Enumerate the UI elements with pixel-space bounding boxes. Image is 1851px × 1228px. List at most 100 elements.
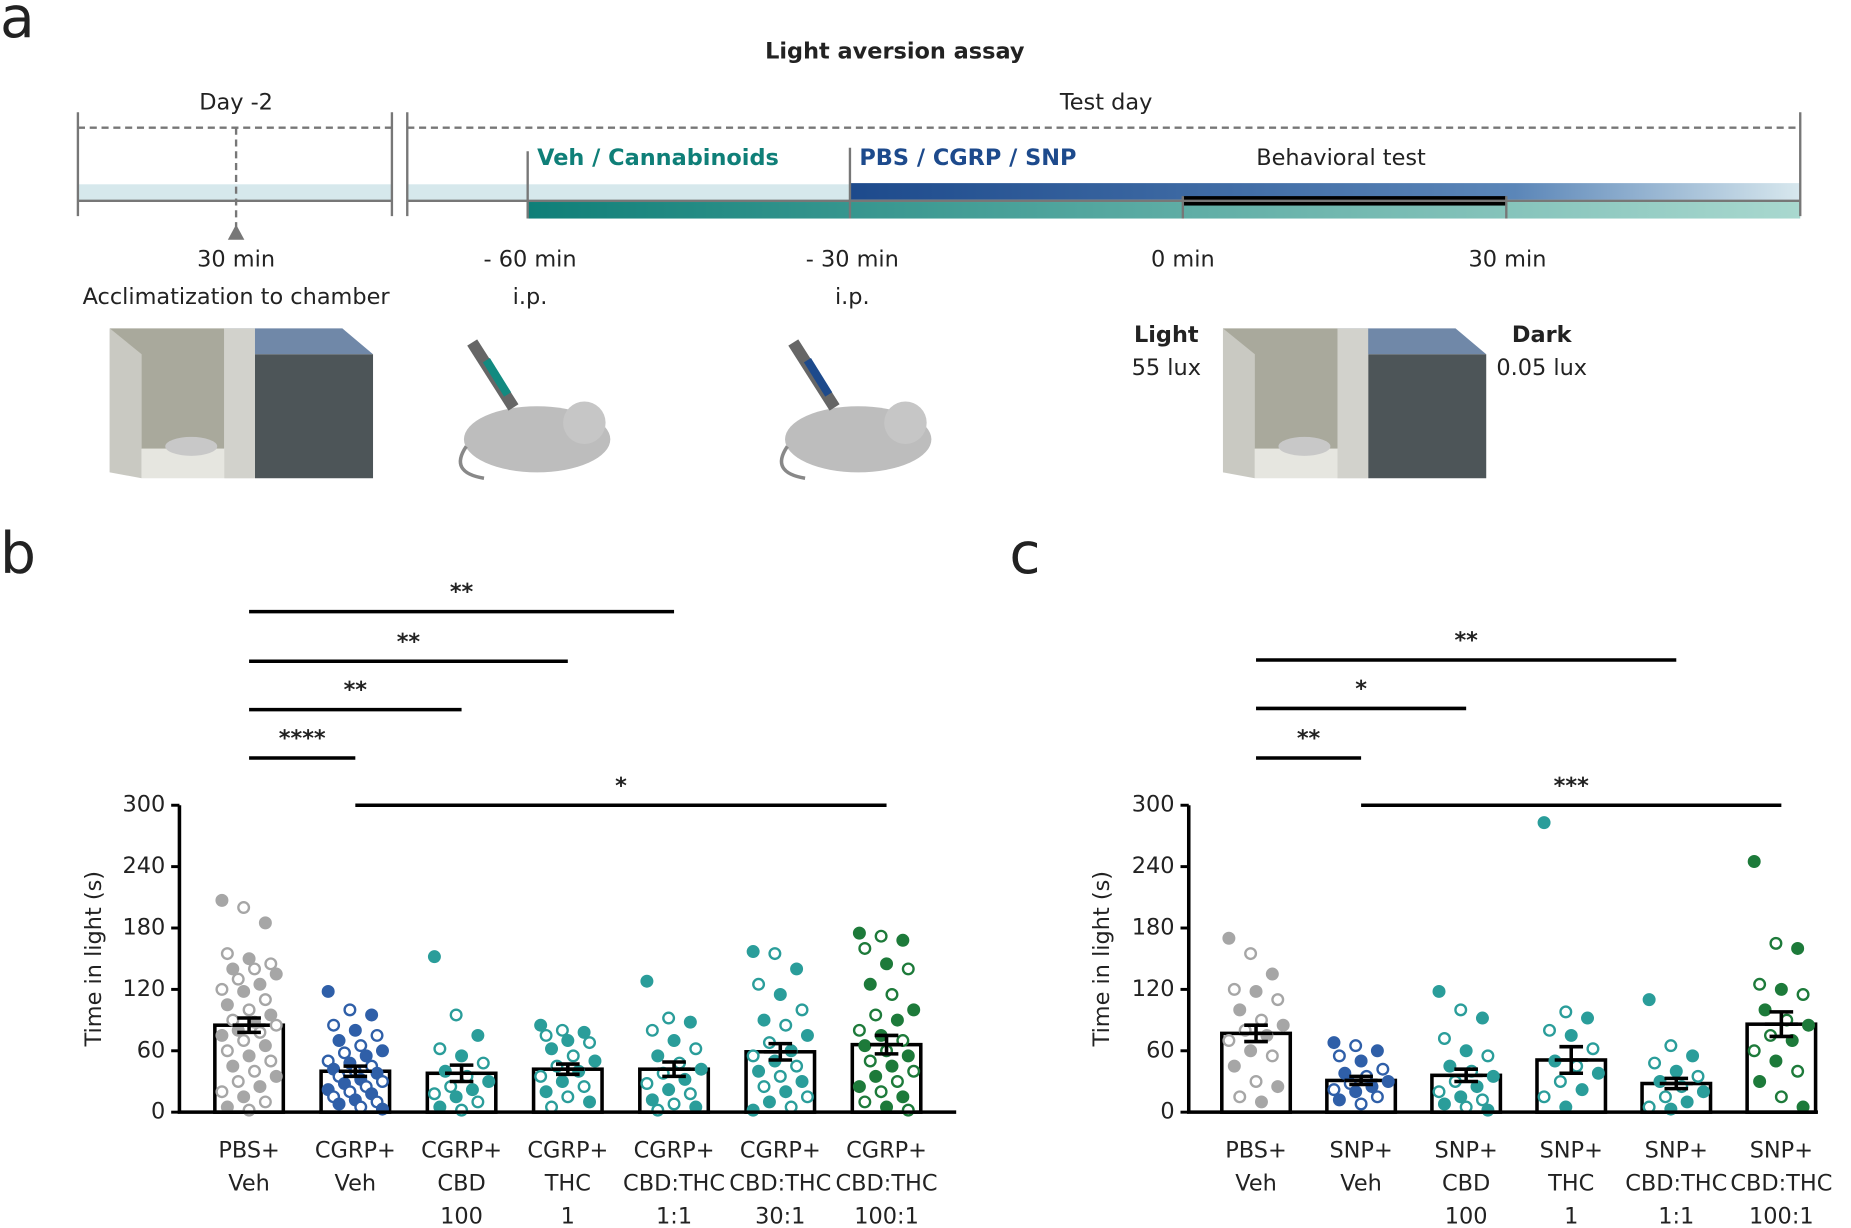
data-point bbox=[1581, 1011, 1595, 1025]
error-bar bbox=[763, 1041, 797, 1062]
data-point bbox=[343, 1003, 357, 1017]
data-point bbox=[1349, 1039, 1363, 1053]
data-point bbox=[890, 1013, 904, 1027]
data-point bbox=[1774, 982, 1788, 996]
data-point bbox=[869, 1069, 883, 1083]
error-bar bbox=[1239, 1023, 1273, 1044]
x-tick-label: PBS+ bbox=[218, 1138, 280, 1164]
data-point bbox=[545, 1042, 559, 1056]
data-point bbox=[253, 1080, 267, 1094]
data-point bbox=[348, 1023, 362, 1037]
x-tick-label: CBD bbox=[1442, 1171, 1490, 1197]
x-tick-label: 100 bbox=[1445, 1204, 1488, 1228]
data-point bbox=[863, 1054, 877, 1068]
data-point bbox=[370, 1028, 384, 1042]
panel-title: Light aversion assay bbox=[765, 39, 1025, 65]
data-point bbox=[869, 1008, 883, 1022]
x-tick-label: CBD:THC bbox=[1730, 1171, 1832, 1197]
data-point bbox=[1537, 816, 1551, 830]
data-point bbox=[327, 1018, 341, 1032]
y-tick-label: 240 bbox=[1132, 853, 1175, 879]
chamber bbox=[109, 328, 374, 479]
data-point bbox=[237, 1034, 251, 1048]
data-point bbox=[683, 1087, 697, 1101]
error-bar bbox=[551, 1062, 585, 1077]
data-point bbox=[1454, 1090, 1468, 1104]
data-point bbox=[890, 1074, 904, 1088]
data-point bbox=[583, 1095, 597, 1109]
label: 30 min bbox=[1469, 246, 1547, 272]
data-point bbox=[640, 974, 654, 988]
data-point bbox=[858, 1039, 872, 1053]
data-point bbox=[880, 957, 894, 971]
data-point bbox=[375, 1044, 389, 1058]
x-tick-label: Veh bbox=[1340, 1171, 1382, 1197]
data-point bbox=[269, 1069, 283, 1083]
data-point bbox=[449, 1090, 463, 1104]
x-tick-label: CGRP+ bbox=[846, 1138, 927, 1164]
data-point bbox=[795, 1074, 809, 1088]
significance-label: ** bbox=[1454, 628, 1478, 654]
data-point bbox=[1432, 984, 1446, 998]
x-tick-label: 100:1 bbox=[854, 1204, 919, 1228]
data-point bbox=[555, 1023, 569, 1037]
data-point bbox=[354, 1039, 368, 1053]
x-tick-label: 1 bbox=[1564, 1204, 1578, 1228]
data-point bbox=[790, 1059, 804, 1073]
data-point bbox=[1537, 1090, 1551, 1104]
data-point bbox=[258, 1095, 272, 1109]
y-tick-label: 240 bbox=[122, 853, 165, 879]
x-tick-label: CBD bbox=[437, 1171, 485, 1197]
data-point bbox=[768, 947, 782, 961]
data-point bbox=[583, 1036, 597, 1050]
data-point bbox=[433, 1042, 447, 1056]
data-point bbox=[248, 962, 262, 976]
data-point bbox=[449, 1008, 463, 1022]
x-tick-label: Veh bbox=[1235, 1171, 1277, 1197]
data-point bbox=[1696, 1085, 1710, 1099]
data-point bbox=[1370, 1090, 1384, 1104]
data-point bbox=[752, 1064, 766, 1078]
data-point bbox=[264, 957, 278, 971]
error-bar bbox=[657, 1060, 691, 1079]
label: Acclimatization to chamber bbox=[83, 284, 391, 310]
data-point bbox=[1686, 1049, 1700, 1063]
data-point bbox=[1642, 993, 1656, 1007]
data-point bbox=[258, 916, 272, 930]
label: PBS / CGRP / SNP bbox=[859, 145, 1076, 171]
data-point bbox=[779, 1018, 793, 1032]
data-point bbox=[667, 1097, 681, 1111]
data-point bbox=[555, 1074, 569, 1088]
data-point bbox=[1244, 1044, 1258, 1058]
label: Test day bbox=[1059, 89, 1152, 115]
data-point bbox=[779, 1085, 793, 1099]
data-point bbox=[220, 998, 234, 1012]
data-point bbox=[215, 893, 229, 907]
data-point bbox=[242, 1049, 256, 1063]
data-point bbox=[1769, 1054, 1783, 1068]
data-point bbox=[1437, 1032, 1451, 1045]
x-tick-label: 30:1 bbox=[755, 1204, 805, 1228]
data-point bbox=[1222, 1034, 1236, 1048]
error-bar bbox=[232, 1016, 266, 1035]
data-point bbox=[896, 933, 910, 947]
data-point bbox=[1459, 1044, 1473, 1058]
data-point bbox=[1648, 1056, 1662, 1070]
error-bar bbox=[445, 1063, 479, 1084]
data-point bbox=[561, 1090, 575, 1104]
data-point bbox=[795, 1003, 809, 1017]
data-point bbox=[534, 1069, 548, 1083]
data-point bbox=[645, 1023, 659, 1037]
data-point bbox=[237, 984, 251, 998]
label: 0 min bbox=[1151, 246, 1215, 272]
data-point bbox=[258, 993, 272, 1007]
data-point bbox=[1437, 1097, 1451, 1111]
data-point bbox=[534, 1018, 548, 1032]
label: 0.05 lux bbox=[1496, 355, 1587, 381]
data-point bbox=[1227, 1059, 1241, 1073]
y-tick-label: 300 bbox=[1132, 792, 1175, 818]
x-tick-label: 1 bbox=[561, 1204, 575, 1228]
significance-label: * bbox=[615, 773, 627, 799]
data-point bbox=[248, 1064, 262, 1078]
